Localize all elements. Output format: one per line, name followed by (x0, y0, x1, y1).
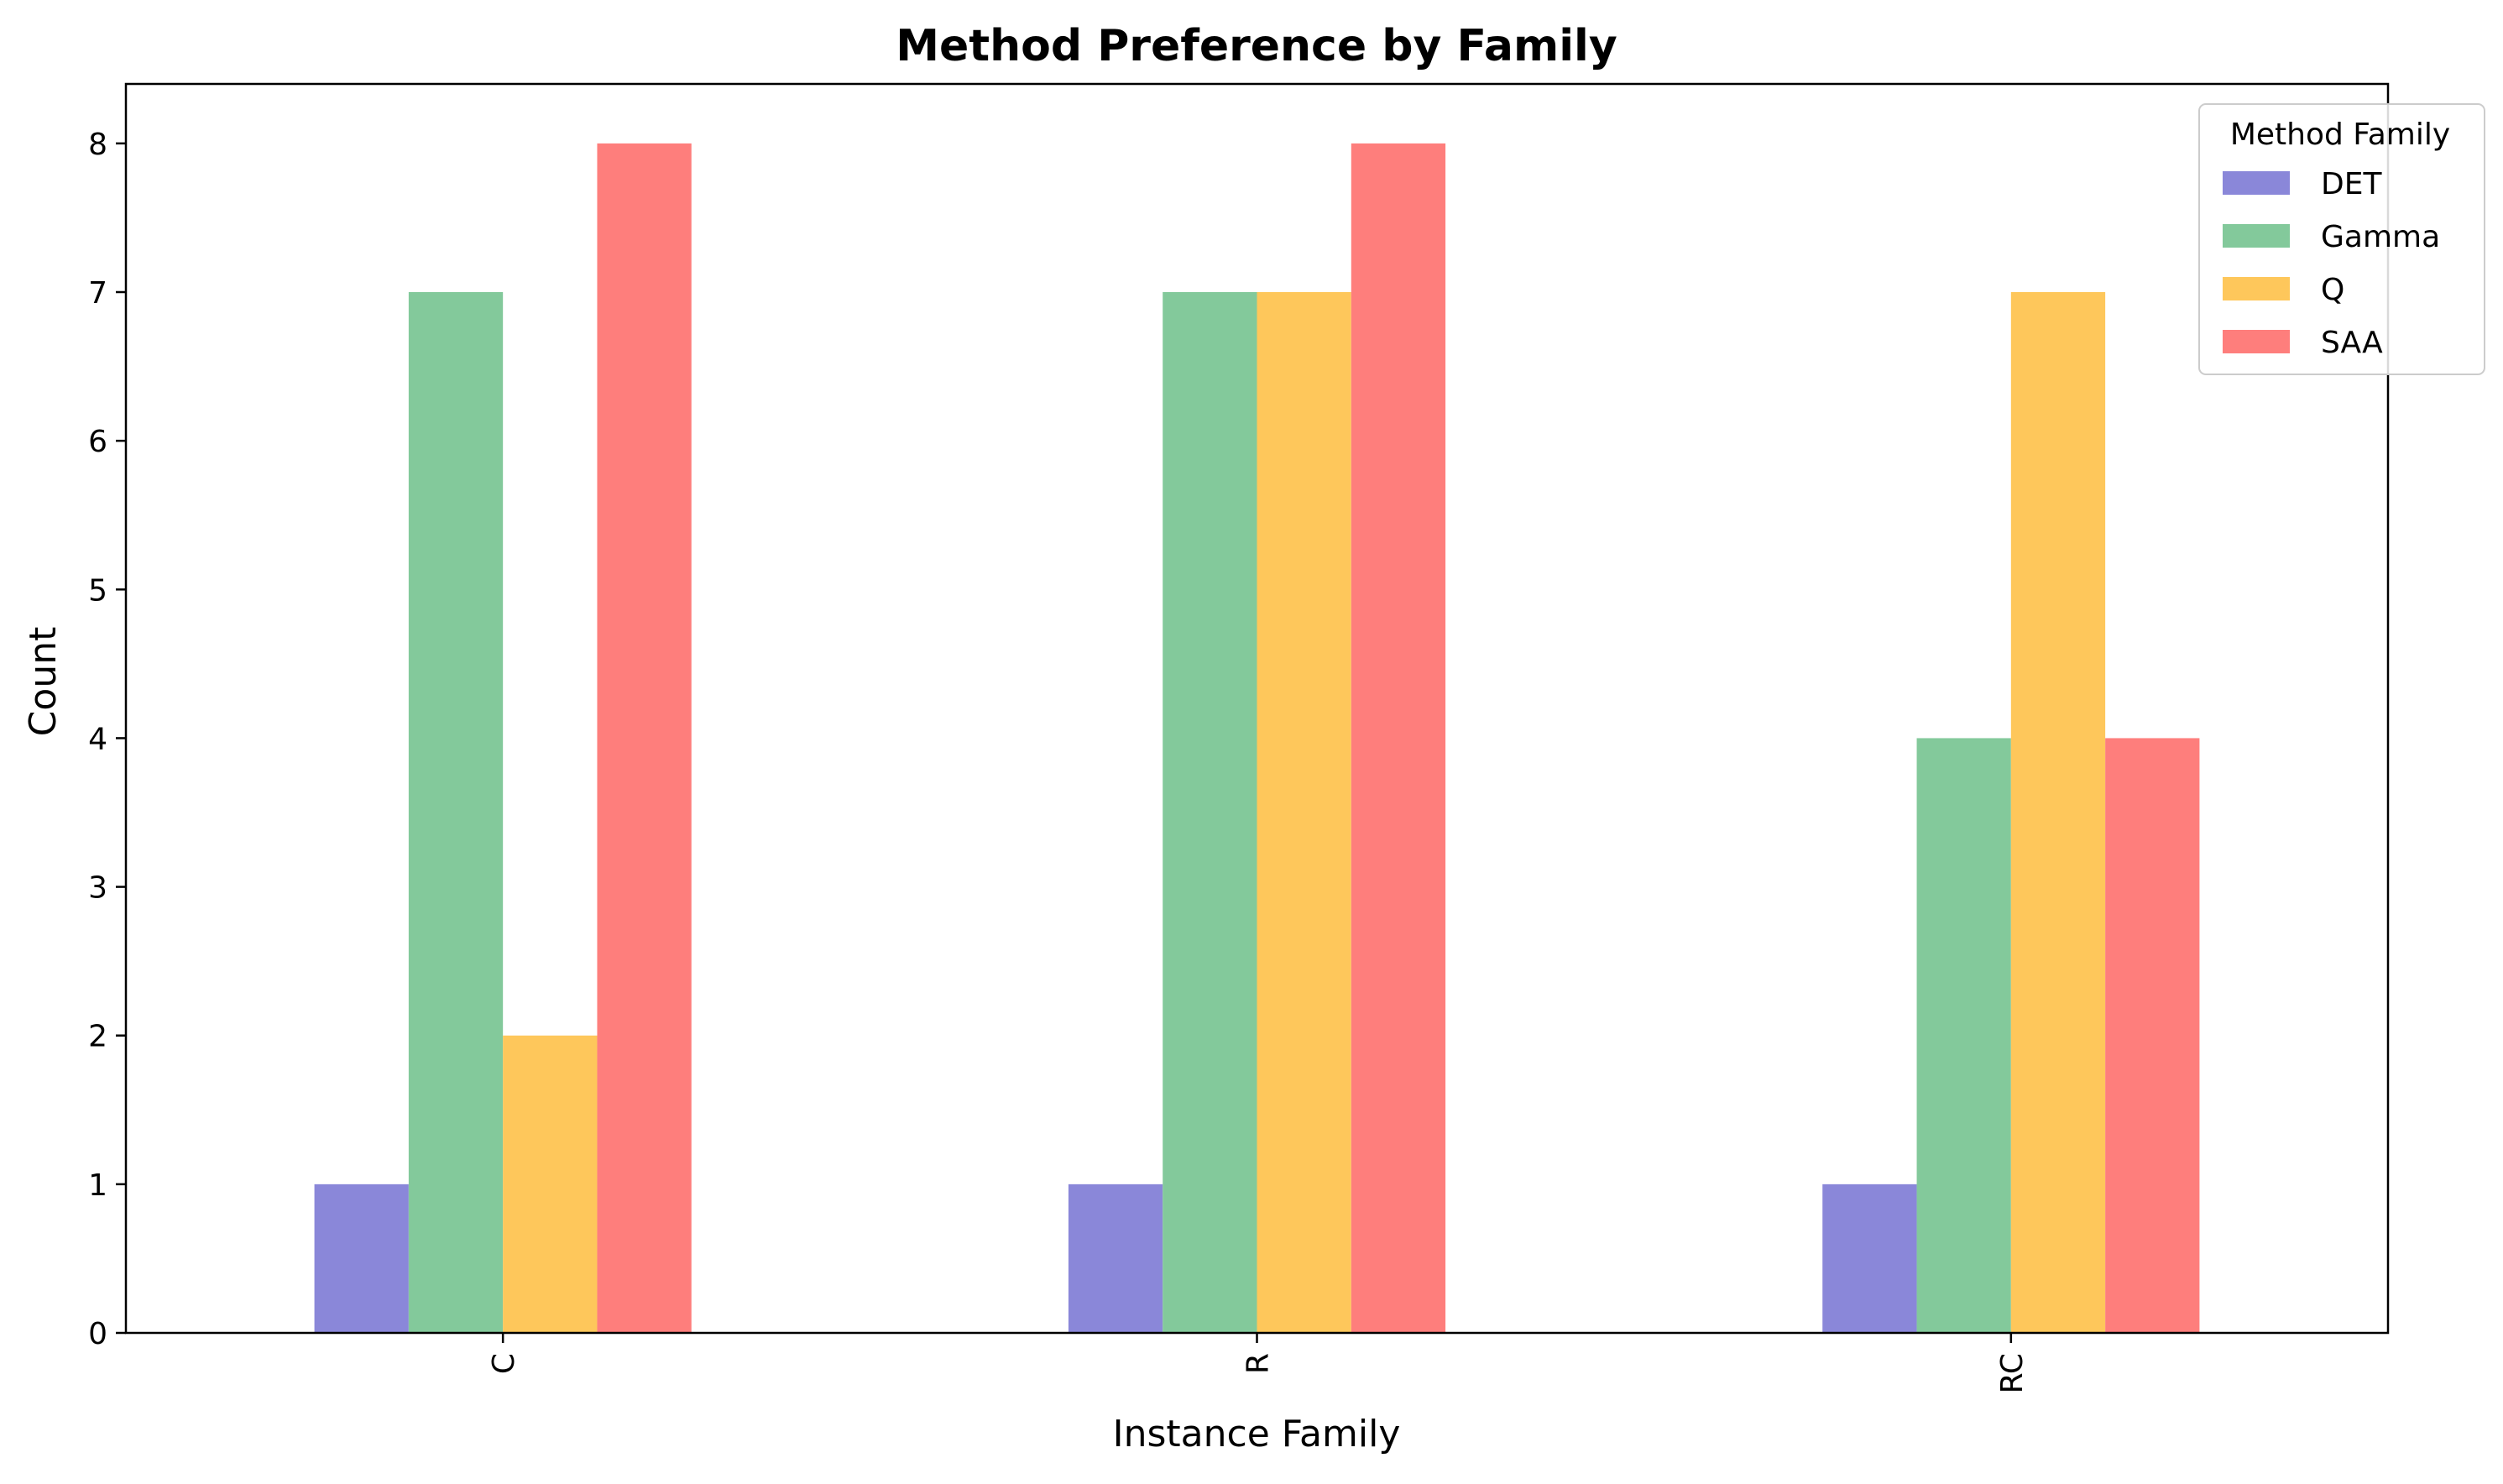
legend-swatch-q (2223, 277, 2290, 300)
bar-det-c (314, 1184, 409, 1333)
legend-label-gamma: Gamma (2321, 220, 2440, 254)
y-tick-label: 4 (88, 722, 107, 756)
bar-saa-c (597, 143, 692, 1333)
y-tick-label: 7 (88, 276, 107, 311)
plot-area: 0 1 2 3 4 5 6 7 8 C R RC (88, 82, 2390, 1393)
y-tick-label: 1 (88, 1168, 107, 1203)
y-tick-label: 3 (88, 871, 107, 906)
x-tick-label: RC (1995, 1353, 2030, 1393)
legend-title: Method Family (2230, 118, 2450, 152)
legend-swatch-det (2223, 171, 2290, 195)
y-tick-label: 2 (88, 1020, 107, 1054)
bar-q-rc (2010, 292, 2106, 1333)
x-tick-label: C (487, 1353, 521, 1374)
legend-label-saa: SAA (2321, 326, 2383, 360)
bar-q-c (503, 1035, 598, 1333)
bar-det-r (1068, 1184, 1163, 1333)
bar-saa-rc (2105, 738, 2200, 1333)
legend: Method Family DET Gamma Q SAA (2198, 103, 2485, 375)
bar-saa-r (1351, 143, 1446, 1333)
chart-title: Method Preference by Family (896, 21, 1617, 71)
y-tick-label: 6 (88, 425, 107, 459)
y-tick-label: 0 (88, 1317, 107, 1351)
x-tick-label: R (1241, 1353, 1276, 1374)
x-axis-label: Instance Family (1113, 1413, 1401, 1455)
bar-q-r (1257, 292, 1351, 1333)
bar-gamma-rc (1916, 738, 2011, 1333)
legend-label-det: DET (2321, 167, 2382, 201)
legend-label-q: Q (2321, 273, 2344, 307)
y-tick-label: 8 (88, 128, 107, 162)
legend-swatch-saa (2223, 330, 2290, 353)
bar-det-rc (1822, 1184, 1917, 1333)
y-tick-label: 5 (88, 573, 107, 608)
bar-gamma-c (408, 292, 504, 1333)
bar-gamma-r (1163, 292, 1257, 1333)
y-axis-label: Count (22, 627, 65, 737)
legend-swatch-gamma (2223, 224, 2290, 248)
